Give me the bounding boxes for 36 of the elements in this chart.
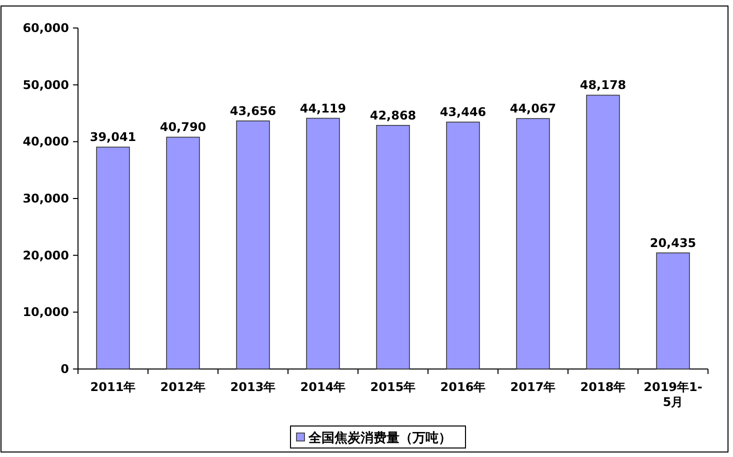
- data-label: 40,790: [160, 120, 206, 134]
- bar: [376, 124, 410, 370]
- bar: [96, 146, 130, 370]
- y-tick-label: 0: [60, 362, 69, 376]
- data-label: 39,041: [90, 130, 136, 144]
- bar: [236, 120, 270, 370]
- bar: [306, 118, 340, 370]
- legend: 全国焦炭消费量（万吨）: [290, 426, 466, 448]
- bar: [166, 136, 200, 370]
- data-label: 48,178: [580, 78, 626, 92]
- y-tick-label: 40,000: [22, 134, 69, 149]
- y-tick-label: 30,000: [22, 192, 69, 206]
- bar: [446, 122, 480, 370]
- legend-label: 全国焦炭消费量（万吨）: [308, 431, 452, 446]
- data-label: 44,119: [300, 101, 346, 116]
- data-label: 43,446: [440, 105, 486, 120]
- data-label: 20,435: [650, 236, 696, 250]
- x-tick-label: 2014年: [300, 380, 346, 394]
- y-tick-label: 50,000: [22, 78, 69, 92]
- x-tick-label: 2013年: [230, 380, 276, 394]
- data-label: 43,656: [230, 104, 276, 118]
- bar: [656, 252, 690, 370]
- x-tick-label: 2017年: [510, 380, 556, 394]
- x-tick-label: 2012年: [160, 380, 206, 394]
- bar: [516, 118, 550, 370]
- x-tick-label: 2016年: [440, 380, 486, 394]
- bar: [586, 94, 620, 370]
- y-tick-label: 60,000: [22, 21, 69, 35]
- y-tick-label: 10,000: [22, 305, 69, 320]
- y-tick-label: 20,000: [22, 248, 69, 262]
- x-tick-label: 2018年: [580, 380, 626, 394]
- x-tick-label: 2015年: [370, 380, 416, 394]
- x-tick-label: 2019年1-5月: [644, 380, 702, 409]
- x-tick-label: 2011年: [90, 380, 136, 394]
- data-label: 44,067: [510, 102, 556, 116]
- data-label: 42,868: [370, 108, 416, 122]
